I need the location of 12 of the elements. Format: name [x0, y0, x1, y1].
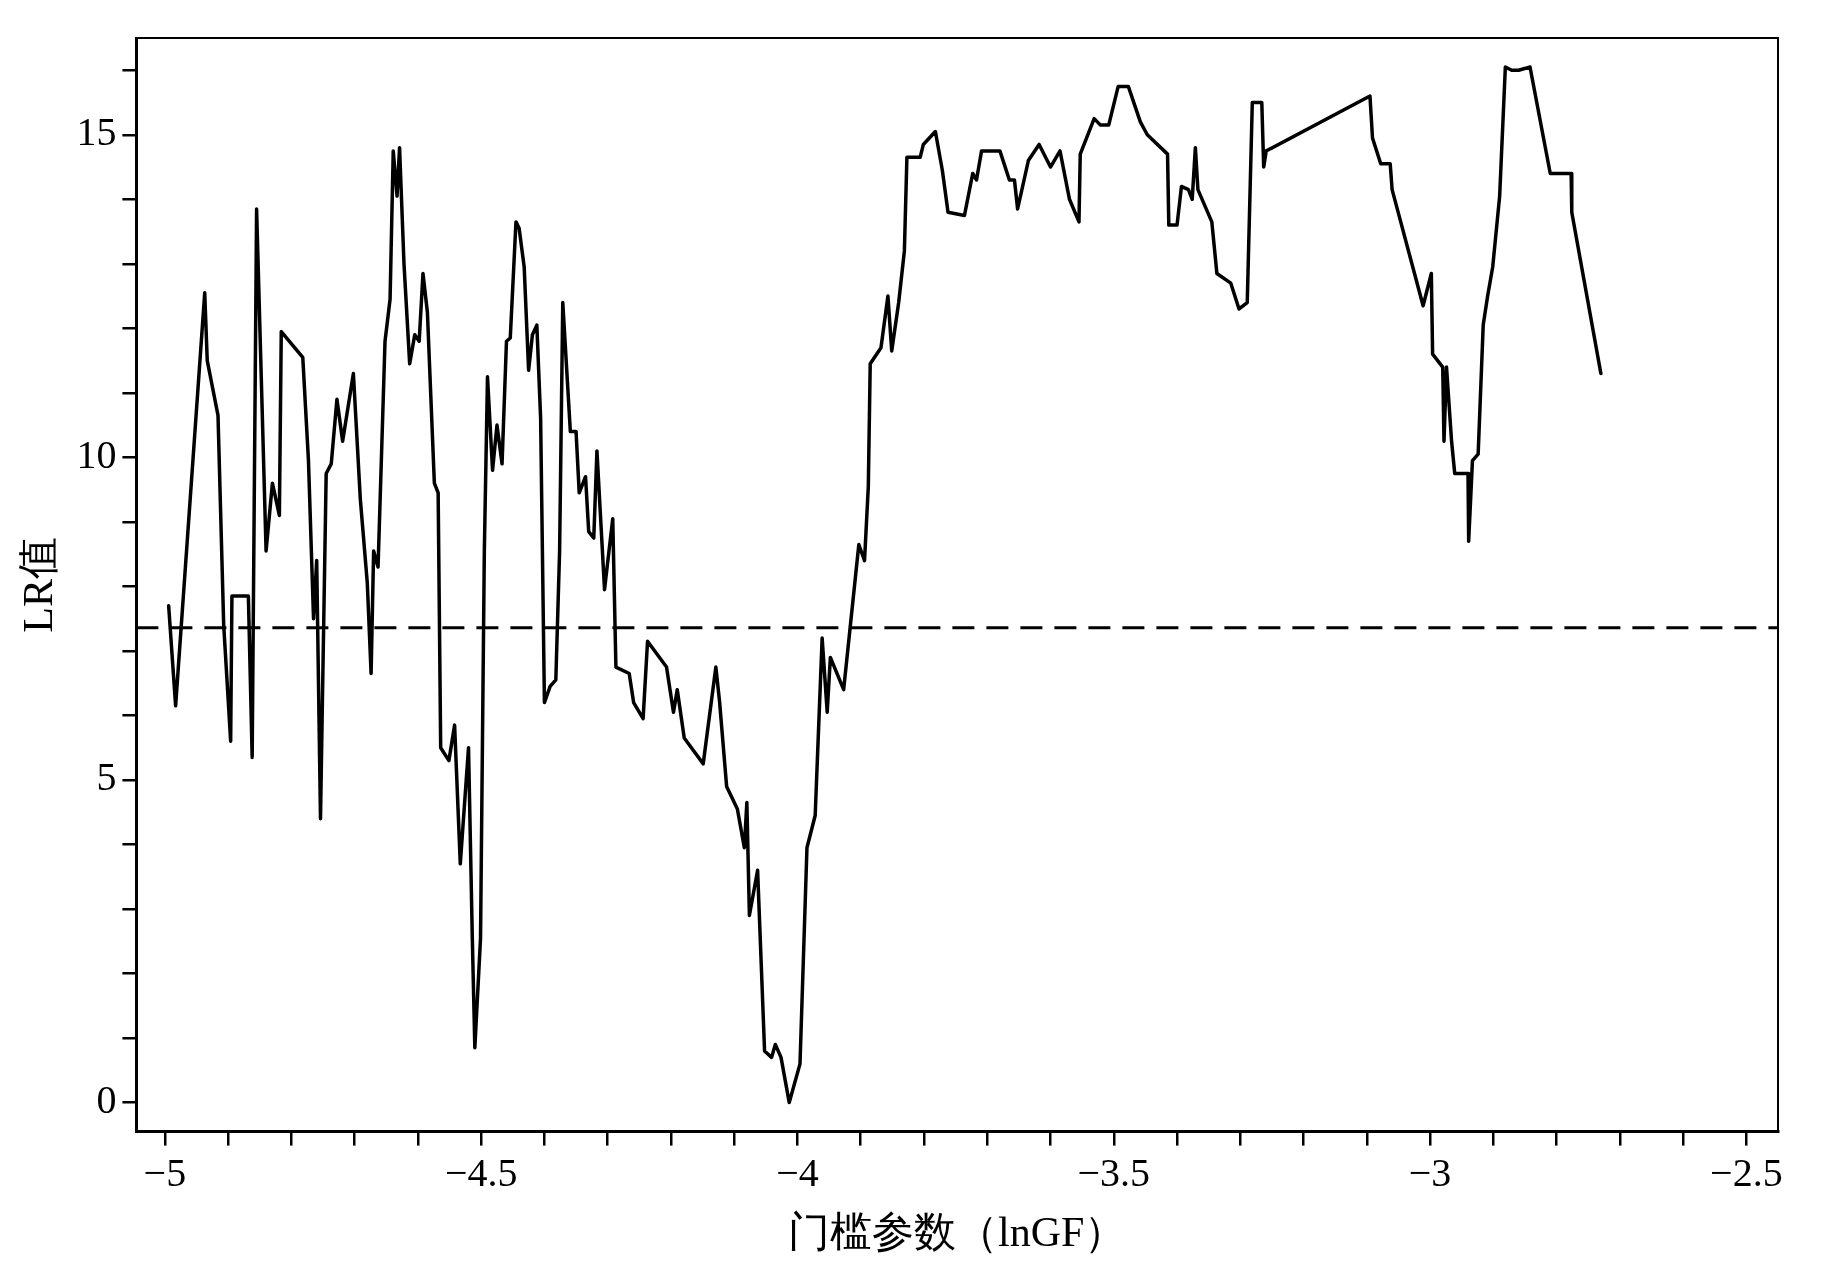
y-tick-label: 10 — [76, 431, 117, 477]
x-tick-label: −4.5 — [444, 1150, 518, 1196]
y-tick-label: 5 — [96, 754, 117, 800]
x-tick-label: −4 — [776, 1150, 819, 1196]
y-axis-title: LR值 — [15, 536, 62, 633]
y-tick-label: 15 — [76, 109, 117, 155]
x-tick-label: −3.5 — [1077, 1150, 1151, 1196]
x-tick-label: −5 — [143, 1150, 187, 1196]
x-tick-label: −3 — [1408, 1150, 1452, 1196]
y-tick-label: 0 — [96, 1077, 117, 1123]
x-axis-title: 门槛参数（lnGF） — [788, 1208, 1127, 1255]
x-tick-label: −2.5 — [1710, 1150, 1783, 1196]
